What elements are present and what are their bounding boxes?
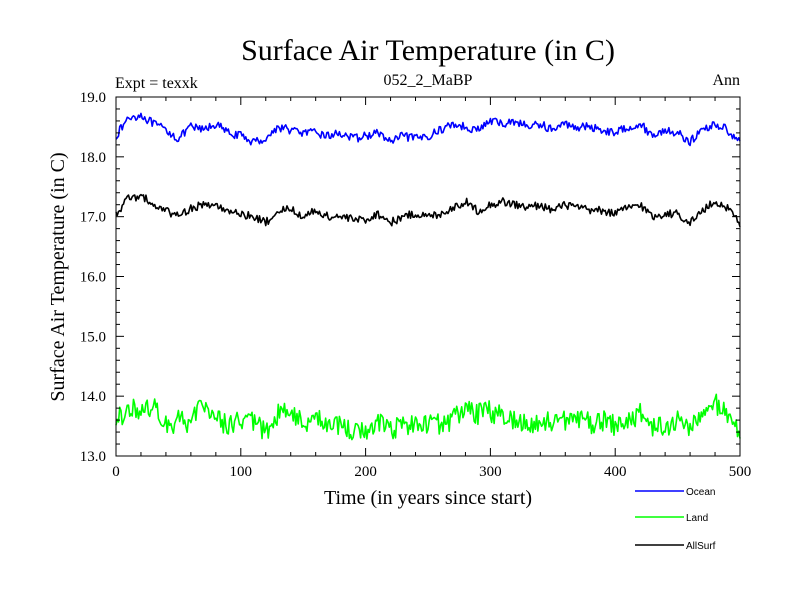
x-tick-label: 200 [354, 464, 377, 480]
y-tick-label: 17.0 [80, 210, 106, 226]
legend-label-land: Land [686, 513, 708, 524]
x-tick-label: 300 [479, 464, 502, 480]
axis-ticks: 0 100 200 300 400 500 13.0 14.0 15.0 16.0 17.0 18.0… [80, 90, 752, 480]
x-tick-label: 500 [729, 464, 752, 480]
y-tick-label: 14.0 [80, 389, 106, 405]
chart-subtitle: 052_2_MaBP [384, 72, 473, 89]
season-label: Ann [712, 72, 740, 89]
x-axis-label: Time (in years since start) [324, 487, 532, 509]
legend-label-allsurf: AllSurf [686, 541, 716, 552]
y-tick-label: 16.0 [80, 270, 106, 286]
y-tick-label: 15.0 [80, 329, 106, 345]
x-tick-label: 0 [112, 464, 120, 480]
experiment-label: Expt = texxk [115, 75, 198, 92]
series-line-land [115, 393, 741, 441]
legend-label-ocean: Ocean [686, 487, 715, 498]
plot-frame [115, 96, 741, 457]
y-tick-label: 19.0 [80, 90, 106, 106]
x-tick-label: 100 [230, 464, 253, 480]
chart-title: Surface Air Temperature (in C) [241, 34, 615, 67]
x-tick-label: 400 [604, 464, 627, 480]
series-line-allsurf [115, 193, 741, 228]
series-layer [115, 112, 741, 441]
series-line-ocean [115, 112, 741, 147]
y-tick-label: 18.0 [80, 150, 106, 166]
legend: Ocean Land AllSurf [635, 487, 716, 552]
y-tick-label: 13.0 [80, 449, 106, 465]
y-axis-label: Surface Air Temperature (in C) [47, 152, 69, 401]
